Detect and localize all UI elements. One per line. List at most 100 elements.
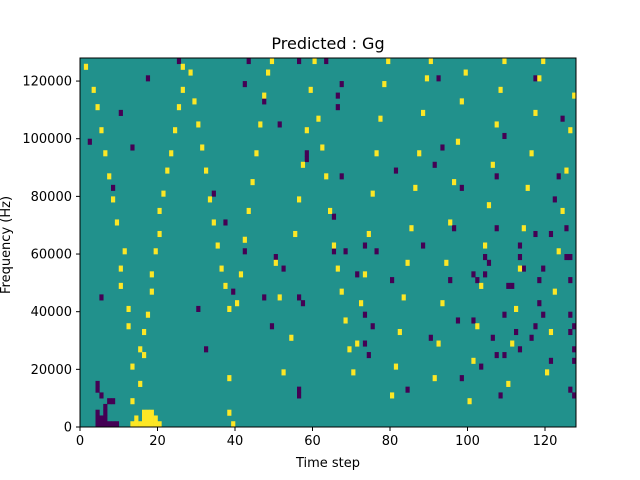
- heatmap-cell-high: [126, 305, 131, 312]
- heatmap-cell-high: [510, 340, 515, 347]
- heatmap-cell-low: [521, 265, 526, 272]
- heatmap-cell-low: [432, 161, 437, 168]
- heatmap-cell-high: [281, 369, 286, 376]
- heatmap-cell-high: [250, 179, 255, 186]
- heatmap-cell-high: [390, 392, 395, 399]
- heatmap-cell-low: [277, 121, 282, 128]
- heatmap-cell-high: [289, 334, 294, 341]
- heatmap-cell-low: [471, 271, 476, 278]
- heatmap-cell-high: [231, 421, 236, 428]
- heatmap-cell-high: [145, 409, 151, 416]
- heatmap-cell-high: [180, 86, 185, 93]
- heatmap-cell-high: [545, 369, 550, 376]
- heatmap-cell-high: [142, 328, 147, 336]
- heatmap-cell-high: [242, 236, 247, 243]
- heatmap-cell-high: [413, 184, 418, 191]
- heatmap-cell-low: [339, 173, 344, 180]
- heatmap-cell-high: [362, 271, 368, 278]
- heatmap-cell-high: [486, 202, 492, 209]
- heatmap-cell-high: [145, 415, 151, 422]
- heatmap-cell-low: [304, 156, 309, 163]
- heatmap-cell-low: [517, 346, 523, 353]
- heatmap-cell-high: [521, 225, 526, 232]
- heatmap-cell-low: [281, 265, 286, 272]
- heatmap-cell-high: [366, 230, 371, 238]
- y-tick-label: 40000: [31, 305, 72, 320]
- heatmap-cell-high: [238, 271, 244, 278]
- heatmap-cell-high: [320, 144, 325, 151]
- heatmap-cell-low: [145, 75, 151, 82]
- heatmap-cell-high: [145, 311, 151, 318]
- heatmap-cell-high: [463, 69, 468, 76]
- x-tick-label: 40: [227, 434, 244, 449]
- heatmap-cell-low: [556, 173, 561, 180]
- heatmap-cell-high: [517, 265, 523, 272]
- x-axis: 0 20 40 60 80 100 120: [76, 427, 557, 449]
- heatmap-cell-low: [103, 409, 108, 416]
- heatmap-cell-low: [533, 75, 538, 82]
- heatmap-cell-high: [176, 104, 182, 111]
- heatmap-cell-low: [300, 300, 306, 307]
- y-tick-label: 80000: [31, 190, 72, 205]
- heatmap-cell-high: [324, 173, 329, 180]
- heatmap-cell-high: [157, 421, 162, 428]
- heatmap-cell-low: [269, 323, 275, 330]
- heatmap-cell-low: [304, 150, 309, 157]
- heatmap-cell-low: [568, 328, 573, 336]
- heatmap-cell-high: [560, 207, 565, 214]
- heatmap-cell-high: [153, 248, 158, 255]
- heatmap-cell-high: [269, 58, 275, 65]
- heatmap-cell-low: [517, 242, 523, 249]
- heatmap-cell-low: [297, 58, 302, 65]
- heatmap-cell-high: [552, 288, 557, 295]
- heatmap-cell-low: [87, 138, 92, 145]
- heatmap-cell-high: [223, 282, 228, 289]
- heatmap-cell-high: [568, 127, 573, 134]
- heatmap-cell-high: [149, 271, 154, 278]
- heatmap-cell-high: [432, 375, 437, 382]
- heatmap-cell-high: [529, 150, 534, 157]
- heatmap-cell-high: [490, 161, 495, 168]
- heatmap-cell-low: [95, 421, 100, 428]
- heatmap-cell-low: [103, 421, 108, 428]
- heatmap-cell-high: [258, 121, 263, 128]
- plot-area: [79, 57, 577, 428]
- heatmap-cell-high: [370, 190, 375, 197]
- heatmap-cell-high: [153, 415, 158, 422]
- heatmap-cell-low: [490, 334, 495, 341]
- heatmap-cell-high: [304, 127, 309, 134]
- heatmap-cell-high: [138, 346, 143, 353]
- heatmap-cell-low: [506, 282, 511, 289]
- heatmap-cell-low: [118, 109, 123, 116]
- heatmap-cell-low: [537, 277, 542, 284]
- heatmap-cell-low: [494, 225, 499, 232]
- heatmap-cell-high: [444, 259, 449, 266]
- heatmap-cell-high: [436, 340, 441, 347]
- heatmap-cell-high: [471, 357, 476, 364]
- heatmap-cell-low: [95, 380, 100, 387]
- heatmap-cell-low: [514, 328, 519, 336]
- heatmap-cell-low: [494, 173, 499, 180]
- heatmap-cell-low: [502, 311, 507, 318]
- heatmap-cell-high: [494, 121, 499, 128]
- heatmap-cell-low: [107, 398, 112, 405]
- heatmap-cell-high: [293, 230, 298, 238]
- heatmap-cell-low: [548, 357, 554, 364]
- heatmap-cell-high: [417, 150, 422, 157]
- heatmap-cell-low: [111, 184, 116, 191]
- heatmap-cell-low: [366, 352, 371, 359]
- heatmap-cell-high: [215, 242, 220, 249]
- heatmap-cell-high: [556, 248, 561, 255]
- heatmap-cell-high: [142, 352, 147, 359]
- heatmap-cell-high: [331, 242, 337, 249]
- heatmap-cell-high: [180, 63, 185, 70]
- heatmap-cell-high: [351, 369, 356, 376]
- heatmap-cell-high: [266, 69, 271, 76]
- heatmap-cell-low: [479, 363, 484, 370]
- heatmap-cell-low: [95, 409, 100, 416]
- heatmap-cell-low: [103, 415, 108, 422]
- heatmap-cell-low: [568, 254, 573, 261]
- heatmap-cell-high: [142, 409, 147, 416]
- heatmap-cell-high: [130, 363, 135, 370]
